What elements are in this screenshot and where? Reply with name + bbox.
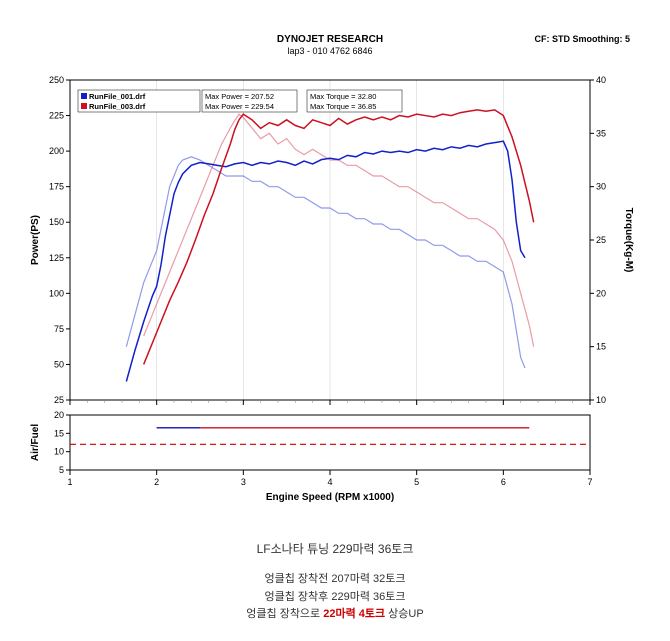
svg-text:DYNOJET RESEARCH: DYNOJET RESEARCH — [277, 34, 383, 45]
svg-text:15: 15 — [596, 342, 606, 352]
svg-text:25: 25 — [596, 235, 606, 245]
svg-text:20: 20 — [54, 410, 64, 420]
svg-text:2: 2 — [154, 477, 159, 487]
svg-text:Max Torque = 36.85: Max Torque = 36.85 — [310, 102, 376, 111]
svg-text:Max Torque = 32.80: Max Torque = 32.80 — [310, 92, 376, 101]
svg-text:Torque(Kg-M): Torque(Kg-M) — [623, 208, 634, 273]
svg-text:7: 7 — [587, 477, 592, 487]
svg-text:50: 50 — [54, 359, 64, 369]
svg-text:15: 15 — [54, 428, 64, 438]
svg-text:CF: STD Smoothing: 5: CF: STD Smoothing: 5 — [535, 34, 631, 44]
svg-text:100: 100 — [49, 288, 64, 298]
svg-text:125: 125 — [49, 253, 64, 263]
svg-text:1: 1 — [67, 477, 72, 487]
caption-after: 엉클칩 장착후 229마력 36토크 — [0, 589, 670, 607]
svg-text:Engine Speed (RPM x1000): Engine Speed (RPM x1000) — [266, 492, 394, 503]
caption-gain: 엉클칩 장착으로 22마력 4토크 상승UP — [0, 606, 670, 624]
svg-text:Air/Fuel: Air/Fuel — [30, 424, 41, 461]
svg-text:225: 225 — [49, 111, 64, 121]
svg-text:35: 35 — [596, 128, 606, 138]
svg-text:lap3 - 010 4762 6846: lap3 - 010 4762 6846 — [287, 46, 372, 56]
svg-text:25: 25 — [54, 395, 64, 405]
svg-text:3: 3 — [241, 477, 246, 487]
svg-text:20: 20 — [596, 288, 606, 298]
svg-text:RunFile_003.drf: RunFile_003.drf — [89, 102, 146, 111]
svg-text:RunFile_001.drf: RunFile_001.drf — [89, 92, 146, 101]
svg-text:10: 10 — [596, 395, 606, 405]
svg-text:30: 30 — [596, 182, 606, 192]
svg-text:Max Power = 207.52: Max Power = 207.52 — [205, 92, 274, 101]
dyno-chart-container: DYNOJET RESEARCHlap3 - 010 4762 6846 CF: … — [20, 30, 640, 535]
svg-text:6: 6 — [501, 477, 506, 487]
svg-text:150: 150 — [49, 217, 64, 227]
dyno-chart: DYNOJET RESEARCHlap3 - 010 4762 6846 CF: … — [20, 30, 640, 535]
svg-text:4: 4 — [327, 477, 332, 487]
svg-text:5: 5 — [414, 477, 419, 487]
svg-text:75: 75 — [54, 324, 64, 334]
svg-text:Power(PS): Power(PS) — [30, 215, 41, 265]
svg-text:10: 10 — [54, 447, 64, 457]
svg-text:175: 175 — [49, 182, 64, 192]
caption-title: LF소나타 튜닝 229마력 36토크 — [0, 540, 670, 559]
caption-before: 엉클칩 장착전 207마력 32토크 — [0, 571, 670, 589]
svg-text:200: 200 — [49, 146, 64, 156]
captions: LF소나타 튜닝 229마력 36토크 엉클칩 장착전 207마력 32토크 엉… — [0, 540, 670, 624]
svg-text:Max Power = 229.54: Max Power = 229.54 — [205, 102, 274, 111]
svg-text:250: 250 — [49, 75, 64, 85]
svg-text:40: 40 — [596, 75, 606, 85]
svg-text:5: 5 — [59, 465, 64, 475]
